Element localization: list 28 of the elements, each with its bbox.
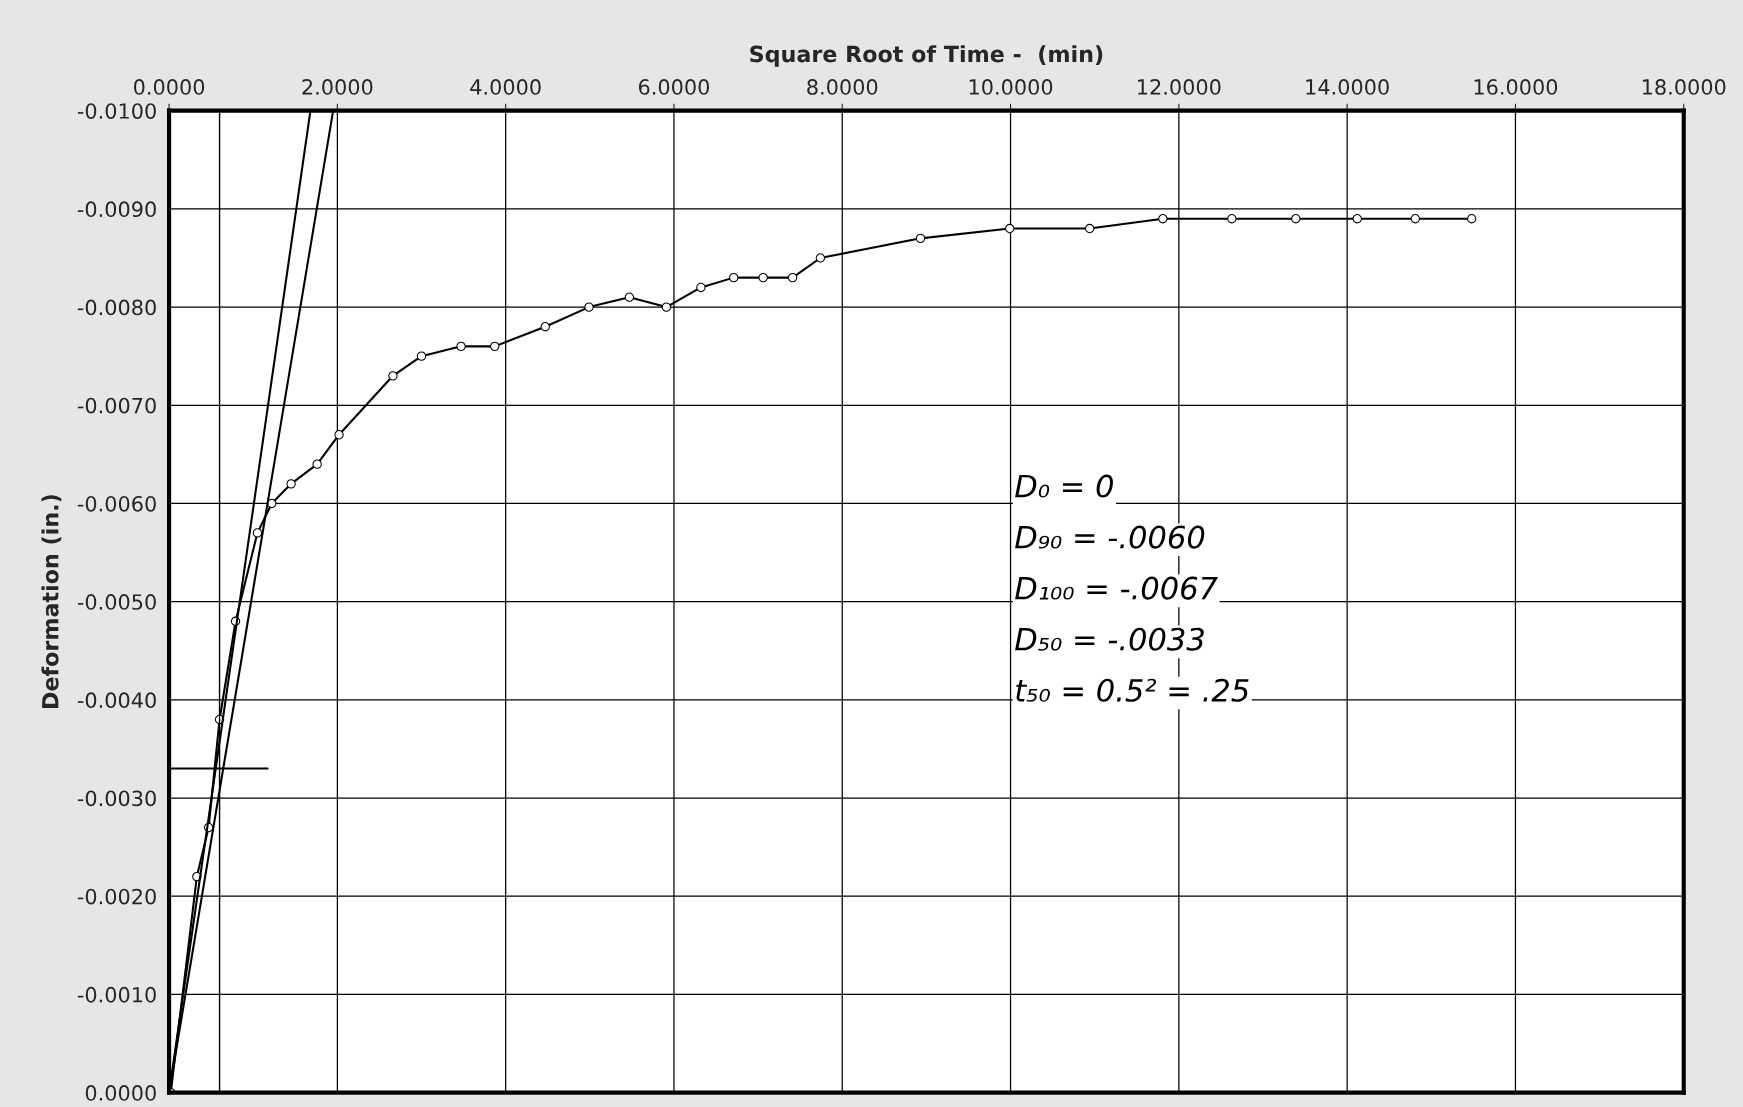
y-tick-label: 0.0000 bbox=[85, 1085, 156, 1101]
x-axis-title: Square Root of Time - (min) bbox=[750, 45, 1103, 67]
y-tick-label: -0.0090 bbox=[77, 201, 156, 218]
y-tick-label: -0.0050 bbox=[77, 594, 156, 610]
y-tick-label: -0.0080 bbox=[77, 299, 156, 316]
y-tick-label: -0.0030 bbox=[77, 790, 156, 807]
x-tick-label: 6.0000 bbox=[638, 79, 710, 95]
x-tick-label: 16.0000 bbox=[1474, 79, 1558, 95]
x-tick-label: 2.0000 bbox=[302, 79, 373, 95]
x-tick-label: 14.0000 bbox=[1306, 79, 1389, 95]
y-tick-label: -0.0060 bbox=[77, 495, 156, 512]
x-tick-label: 18.0000 bbox=[1642, 79, 1726, 95]
y-axis-title: Deformation (in.) bbox=[41, 495, 62, 709]
x-tick-label: 8.0000 bbox=[807, 79, 878, 95]
y-tick-label: -0.0020 bbox=[77, 888, 156, 905]
x-tick-label: 4.0000 bbox=[470, 79, 541, 95]
y-tick-label: -0.0070 bbox=[77, 397, 156, 414]
annotation: D₁₀₀ = -.0067 bbox=[1015, 576, 1218, 600]
y-tick-label: -0.0040 bbox=[77, 692, 156, 709]
x-tick-label: 0.0000 bbox=[134, 79, 205, 95]
x-tick-label: 10.0000 bbox=[969, 79, 1053, 95]
annotation: D₉₀ = -.0060 bbox=[1015, 525, 1205, 549]
y-tick-label: -0.0010 bbox=[77, 986, 156, 1003]
annotation: t₅₀ = 0.5² = .25 bbox=[1016, 678, 1249, 702]
x-tick-label: 12.0000 bbox=[1138, 79, 1221, 95]
y-tick-label: -0.0100 bbox=[77, 103, 156, 119]
annotation: D₀ = 0 bbox=[1015, 474, 1113, 498]
annotation: D₅₀ = -.0033 bbox=[1015, 627, 1204, 651]
